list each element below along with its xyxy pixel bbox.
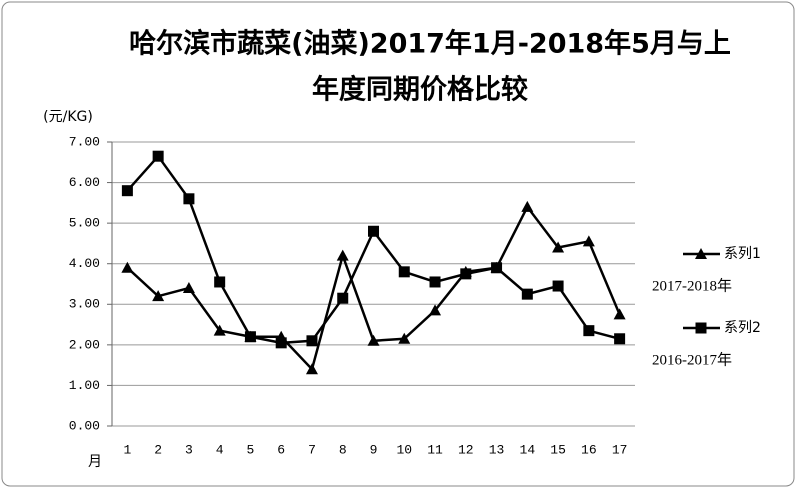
annotation: 2016-2017年 [652,351,732,368]
point [275,337,287,349]
x-tick-label: 15 [550,442,566,457]
y-axis-label: (元/KG) [43,109,93,125]
x-tick-label: 13 [489,442,505,457]
point [521,200,534,212]
point [460,268,472,280]
x-tick-label: 12 [458,442,474,457]
x-tick-label: 14 [520,442,536,457]
point [695,248,707,259]
y-tick-label: 6.00 [69,175,100,190]
x-tick-label: 6 [277,442,285,457]
x-tick-label: 7 [308,442,316,457]
x-tick-label: 2 [154,442,162,457]
y-tick-label: 5.00 [69,216,100,231]
y-tick-label: 0.00 [69,418,100,433]
legend-label: 系列2 [724,320,761,336]
point [368,225,379,237]
point [552,280,564,292]
chart-title: 哈尔滨市蔬菜(油菜)2017年1月-2018年5月与上 [129,28,731,60]
x-tick-label: 17 [612,442,628,457]
point [614,333,626,345]
x-tick-label: 5 [247,442,255,457]
point [152,290,165,302]
x-tick-label: 8 [339,442,347,457]
chart-title: 年度同期价格比较 [312,74,528,106]
x-tick-label: 11 [427,442,443,457]
y-tick-label: 3.00 [69,297,100,312]
point [695,322,707,334]
x-tick-label: 4 [216,442,224,457]
point [398,332,411,344]
point [214,276,226,288]
point [244,331,256,343]
point [306,335,318,347]
y-tick-label: 2.00 [69,337,100,352]
point [152,150,164,162]
y-tick-label: 7.00 [69,134,100,149]
x-tick-label: 9 [370,442,378,457]
point [491,262,503,274]
point [552,241,565,253]
point [613,308,626,320]
x-tick-label: 16 [581,442,597,457]
point [583,325,595,337]
point [336,249,349,261]
point [213,324,226,336]
point [305,363,318,375]
point [337,292,349,304]
x-tick-label: 1 [123,442,131,457]
y-tick-label: 4.00 [69,256,100,271]
x-axis-label: 月 [88,454,102,470]
point [521,288,533,300]
point [183,193,195,205]
y-tick-label: 1.00 [69,378,100,393]
point [182,282,195,294]
point [582,235,595,247]
point [429,276,441,288]
point [121,261,134,273]
annotation: 2017-2018年 [652,277,732,294]
point [398,266,410,278]
x-tick-label: 10 [396,442,412,457]
point [121,185,133,197]
x-tick-label: 3 [185,442,193,457]
point [429,304,442,316]
legend-label: 系列1 [724,246,761,262]
point [367,334,380,346]
